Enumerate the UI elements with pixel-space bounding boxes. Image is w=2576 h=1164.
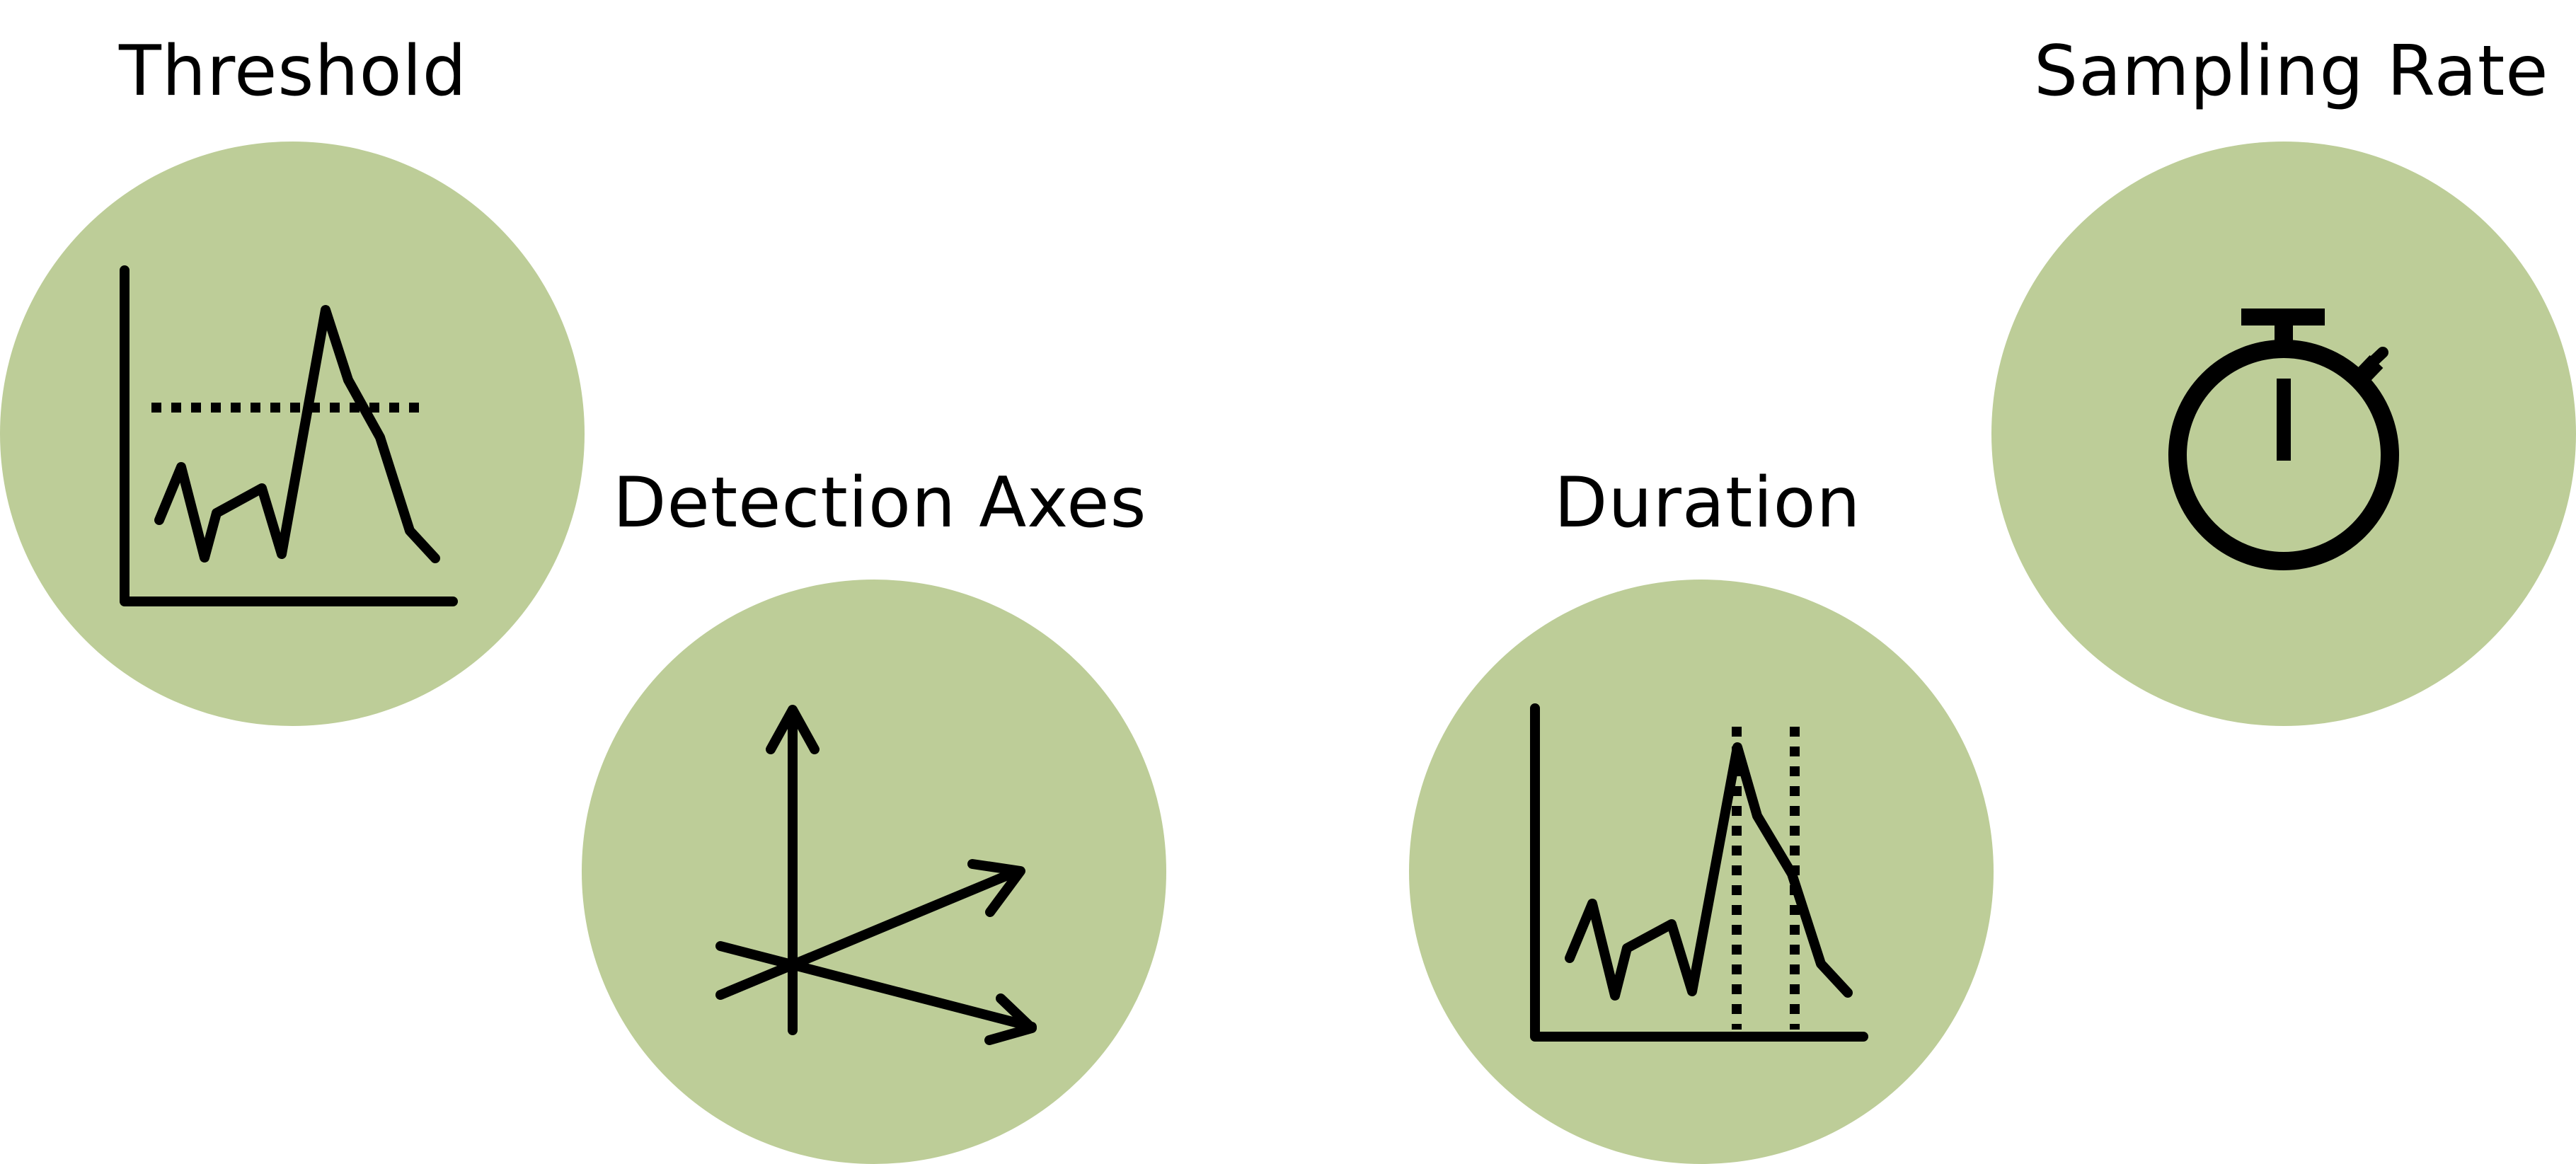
sampling-rate-label: Sampling Rate — [2034, 31, 2549, 112]
detection-axes-circle — [582, 580, 1166, 1164]
threshold-chart-icon — [0, 142, 585, 726]
duration-label: Duration — [1554, 463, 1861, 543]
duration-chart-icon — [1409, 580, 1994, 1164]
threshold-label: Threshold — [119, 31, 467, 112]
sampling-rate-circle — [1991, 142, 2576, 726]
threshold-circle — [0, 142, 585, 726]
duration-circle — [1409, 580, 1994, 1164]
detection-axes-label: Detection Axes — [613, 463, 1147, 543]
stopwatch-icon — [1991, 142, 2576, 726]
three-axes-icon — [582, 580, 1166, 1164]
